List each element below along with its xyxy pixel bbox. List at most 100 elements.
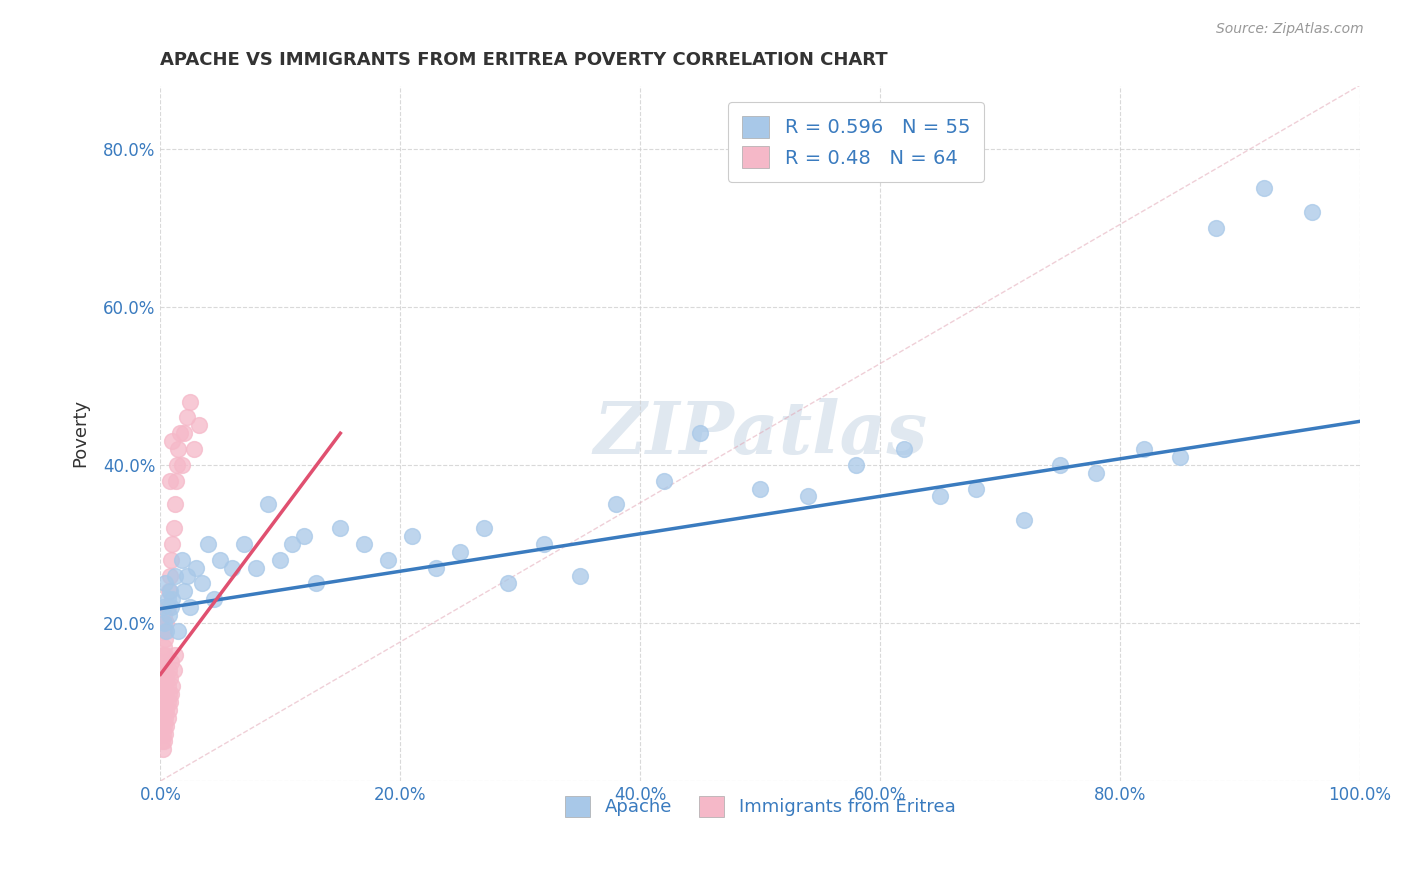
Point — [1012, 513, 1035, 527]
Point — [153, 607, 176, 622]
Point — [170, 552, 193, 566]
Point — [281, 537, 304, 551]
Point — [157, 607, 180, 622]
Point — [153, 615, 176, 630]
Point — [152, 679, 174, 693]
Point — [449, 545, 471, 559]
Point — [155, 648, 177, 662]
Point — [152, 648, 174, 662]
Point — [159, 671, 181, 685]
Point — [160, 552, 183, 566]
Point — [156, 695, 179, 709]
Point — [173, 584, 195, 599]
Point — [353, 537, 375, 551]
Point — [533, 537, 555, 551]
Point — [162, 679, 184, 693]
Point — [153, 719, 176, 733]
Point — [153, 687, 176, 701]
Point — [472, 521, 495, 535]
Point — [155, 687, 177, 701]
Text: ZIPatlas: ZIPatlas — [593, 398, 927, 469]
Point — [204, 592, 226, 607]
Point — [150, 687, 173, 701]
Point — [155, 664, 177, 678]
Point — [159, 584, 181, 599]
Point — [176, 410, 198, 425]
Point — [245, 560, 267, 574]
Y-axis label: Poverty: Poverty — [72, 400, 89, 467]
Point — [377, 552, 399, 566]
Point — [156, 592, 179, 607]
Point — [153, 734, 176, 748]
Point — [749, 482, 772, 496]
Point — [652, 474, 675, 488]
Point — [150, 734, 173, 748]
Point — [155, 632, 177, 646]
Point — [170, 458, 193, 472]
Point — [162, 592, 184, 607]
Point — [965, 482, 987, 496]
Point — [183, 442, 205, 456]
Text: APACHE VS IMMIGRANTS FROM ERITREA POVERTY CORRELATION CHART: APACHE VS IMMIGRANTS FROM ERITREA POVERT… — [160, 51, 889, 69]
Point — [153, 703, 176, 717]
Point — [153, 624, 176, 638]
Point — [1168, 450, 1191, 464]
Point — [152, 664, 174, 678]
Point — [209, 552, 232, 566]
Point — [569, 568, 592, 582]
Point — [221, 560, 243, 574]
Point — [157, 664, 180, 678]
Point — [166, 458, 188, 472]
Point — [157, 584, 180, 599]
Point — [153, 671, 176, 685]
Point — [163, 664, 186, 678]
Point — [150, 719, 173, 733]
Point — [257, 497, 280, 511]
Point — [176, 568, 198, 582]
Point — [155, 624, 177, 638]
Point — [156, 711, 179, 725]
Point — [155, 726, 177, 740]
Point — [1084, 466, 1107, 480]
Point — [150, 703, 173, 717]
Point — [167, 442, 190, 456]
Point — [153, 640, 176, 654]
Point — [155, 679, 177, 693]
Point — [155, 711, 177, 725]
Point — [155, 695, 177, 709]
Point — [165, 474, 187, 488]
Point — [155, 671, 177, 685]
Point — [163, 521, 186, 535]
Point — [160, 656, 183, 670]
Point — [179, 394, 201, 409]
Point — [496, 576, 519, 591]
Point — [329, 521, 352, 535]
Point — [156, 600, 179, 615]
Point — [152, 742, 174, 756]
Point — [1132, 442, 1154, 456]
Point — [157, 687, 180, 701]
Point — [197, 537, 219, 551]
Point — [152, 600, 174, 615]
Point — [1205, 220, 1227, 235]
Point — [152, 695, 174, 709]
Point — [401, 529, 423, 543]
Point — [163, 568, 186, 582]
Point — [155, 576, 177, 591]
Point — [157, 703, 180, 717]
Point — [160, 600, 183, 615]
Text: Source: ZipAtlas.com: Source: ZipAtlas.com — [1216, 22, 1364, 37]
Point — [173, 426, 195, 441]
Point — [893, 442, 915, 456]
Point — [179, 600, 201, 615]
Point — [845, 458, 868, 472]
Point — [163, 497, 186, 511]
Point — [187, 418, 209, 433]
Point — [163, 648, 186, 662]
Point — [233, 537, 256, 551]
Point — [1253, 181, 1275, 195]
Point — [292, 529, 315, 543]
Point — [186, 560, 208, 574]
Point — [425, 560, 447, 574]
Point — [160, 687, 183, 701]
